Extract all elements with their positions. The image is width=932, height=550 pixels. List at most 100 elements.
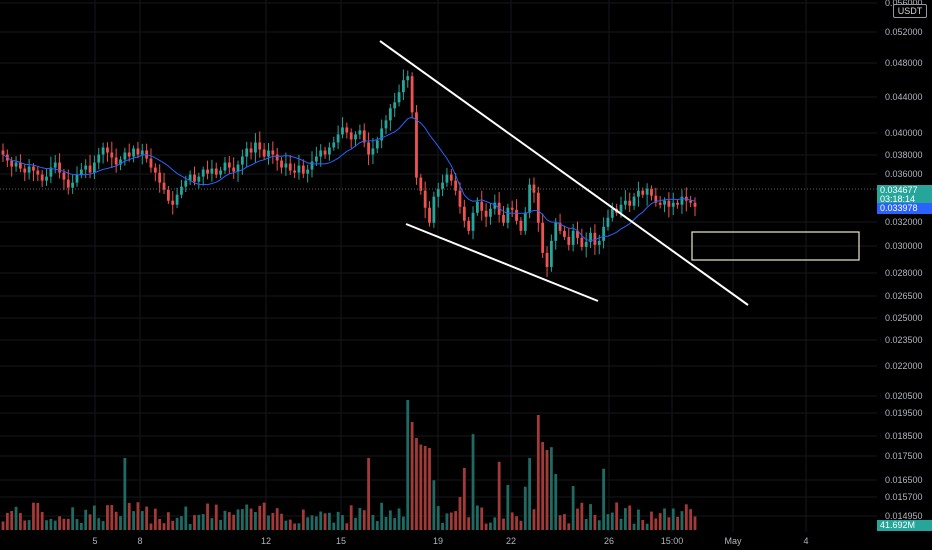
candle-body [1, 150, 5, 155]
candle-body [10, 160, 14, 167]
target-zone-box[interactable] [691, 231, 860, 261]
volume-bar [171, 520, 175, 530]
price-tick-label: 0.015700 [885, 492, 923, 502]
candle-body [432, 196, 436, 223]
candle-body [371, 148, 375, 155]
candle-body [19, 162, 22, 169]
candle-body [127, 152, 131, 157]
candle-body [475, 201, 479, 213]
volume-bar [145, 506, 149, 530]
candle-body [493, 202, 497, 209]
candle-body [101, 147, 105, 155]
candle-body [423, 190, 427, 208]
volume-bar [558, 515, 562, 530]
volume-bar [393, 517, 397, 530]
upper-wedge-line[interactable] [379, 40, 749, 306]
price-tick-label: 0.038000 [885, 150, 923, 160]
candle-body [510, 207, 514, 210]
volume-bar [132, 511, 135, 530]
candle-body [410, 76, 414, 113]
volume-bar [14, 506, 18, 530]
volume-bar [415, 438, 418, 530]
volume-bar [406, 400, 410, 530]
candle-body [358, 130, 362, 135]
candle-body [254, 142, 257, 153]
candle-body [210, 168, 214, 174]
volume-bar [619, 518, 623, 530]
volume-bar [345, 523, 349, 530]
candle-body [563, 230, 566, 237]
volume-bar [388, 510, 392, 530]
annotations [379, 40, 860, 306]
candle-body [584, 241, 588, 247]
candle-body [610, 208, 614, 218]
volume-bars [1, 400, 697, 530]
candle-body [558, 222, 562, 231]
price-tick-label: 0.018500 [885, 431, 923, 441]
candle-body [680, 196, 684, 205]
volume-bar [27, 520, 31, 530]
candle-body [471, 212, 475, 231]
volume-bar [110, 505, 114, 530]
currency-label[interactable]: USDT [893, 4, 927, 18]
volume-bar [66, 518, 70, 530]
candle-body [436, 188, 440, 197]
volume-bar [475, 505, 479, 530]
candle-body [658, 202, 662, 205]
volume-bar [441, 522, 444, 530]
candle-body [693, 202, 697, 207]
volume-bar [580, 502, 584, 530]
volume-bar [567, 523, 571, 530]
candle-body [219, 170, 223, 175]
candle-body [23, 168, 27, 173]
volume-bar [75, 519, 79, 530]
volume-bar [628, 505, 632, 530]
volume-bar [641, 519, 645, 530]
candle-body [88, 165, 92, 173]
volume-bar [428, 448, 431, 530]
candle-body [689, 200, 693, 203]
volume-bar [432, 480, 436, 530]
candle-body [380, 128, 384, 141]
candle-body [458, 190, 462, 207]
time-tick-label: 8 [137, 536, 142, 546]
price-tick-label: 0.016500 [885, 475, 923, 485]
volume-bar [140, 511, 144, 530]
volume-bar [314, 516, 318, 530]
time-axis[interactable]: 5 8 12 15 19 22 26 15:00 May 4 [92, 536, 808, 546]
volume-bar [32, 502, 35, 530]
last-price-value: 0.034677 [880, 185, 918, 195]
volume-bar [123, 458, 127, 530]
volume-bar [223, 510, 227, 530]
volume-bar [332, 522, 336, 530]
candle-body [645, 188, 649, 195]
candle-body [206, 169, 209, 174]
candle-body [593, 232, 597, 245]
volume-bar [158, 518, 162, 530]
volume-bar [254, 512, 257, 530]
candle-body [236, 164, 240, 172]
volume-bar [297, 523, 301, 530]
lower-wedge-line[interactable] [405, 223, 599, 302]
volume-bar [584, 518, 588, 530]
candle-body [79, 169, 83, 175]
volume-bar [88, 514, 92, 530]
price-tick-label: 0.052000 [885, 27, 923, 37]
time-tick-label: 19 [433, 536, 443, 546]
volume-bar [506, 484, 510, 530]
candle-body [49, 167, 53, 177]
candle-body [345, 127, 349, 133]
candle-body [197, 176, 201, 182]
price-axis[interactable]: 0.0560000.0520000.0480000.0440000.040000… [885, 0, 923, 521]
volume-bar [471, 434, 475, 530]
volume-bar [380, 502, 384, 530]
candle-body [367, 142, 370, 155]
candle-body [384, 120, 388, 129]
candle-body [341, 127, 344, 135]
volume-bar [136, 502, 140, 530]
candle-body [388, 108, 392, 121]
candle-body [258, 142, 262, 150]
volume-bar [419, 444, 423, 530]
volume-bar [497, 461, 501, 530]
